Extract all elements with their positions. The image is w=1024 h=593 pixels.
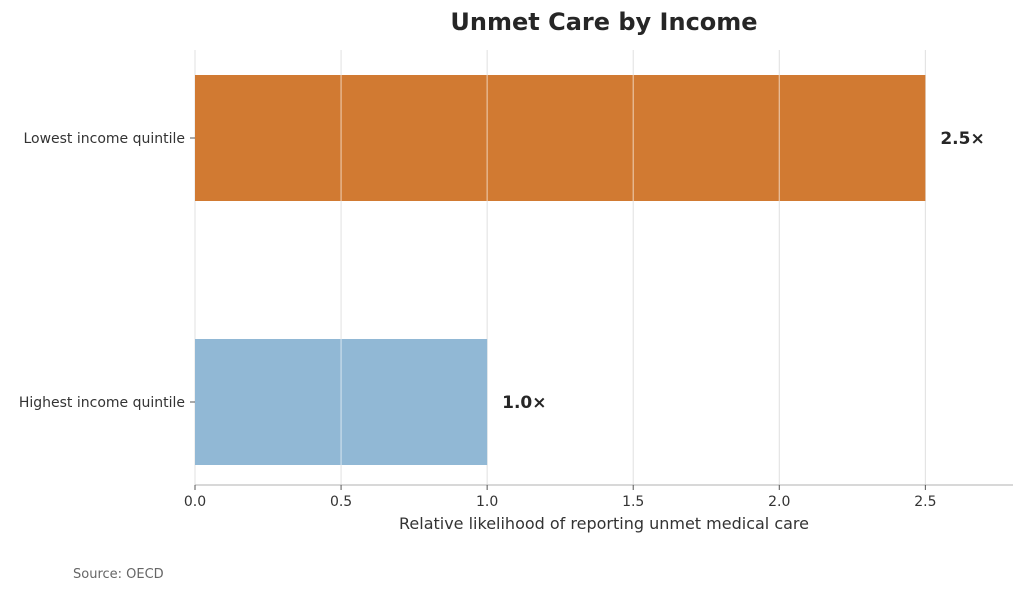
x-tick-label: 1.0 [476, 494, 498, 510]
y-category-label: Highest income quintile [19, 395, 185, 411]
data-label: 1.0× [502, 393, 546, 413]
y-category-label: Lowest income quintile [23, 131, 185, 147]
axes: 0.0 0.5 1.0 1.5 2.0 2.5 Lowest income quintile… [19, 131, 1013, 510]
x-tick-label: 1.5 [622, 494, 644, 510]
source-note: Source: OECD [73, 567, 164, 582]
x-tick-label: 2.5 [914, 494, 936, 510]
x-tick-label: 2.0 [768, 494, 790, 510]
x-tick-label: 0.5 [330, 494, 352, 510]
chart-title: Unmet Care by Income [450, 8, 757, 36]
grid-overlay [340, 75, 780, 465]
x-axis-label: Relative likelihood of reporting unmet m… [399, 514, 809, 533]
bar-lowest-income [195, 75, 926, 201]
data-label: 2.5× [940, 129, 984, 149]
x-tick-label: 0.0 [184, 494, 206, 510]
bars [195, 75, 926, 465]
data-labels: 2.5× 1.0× [502, 129, 985, 413]
